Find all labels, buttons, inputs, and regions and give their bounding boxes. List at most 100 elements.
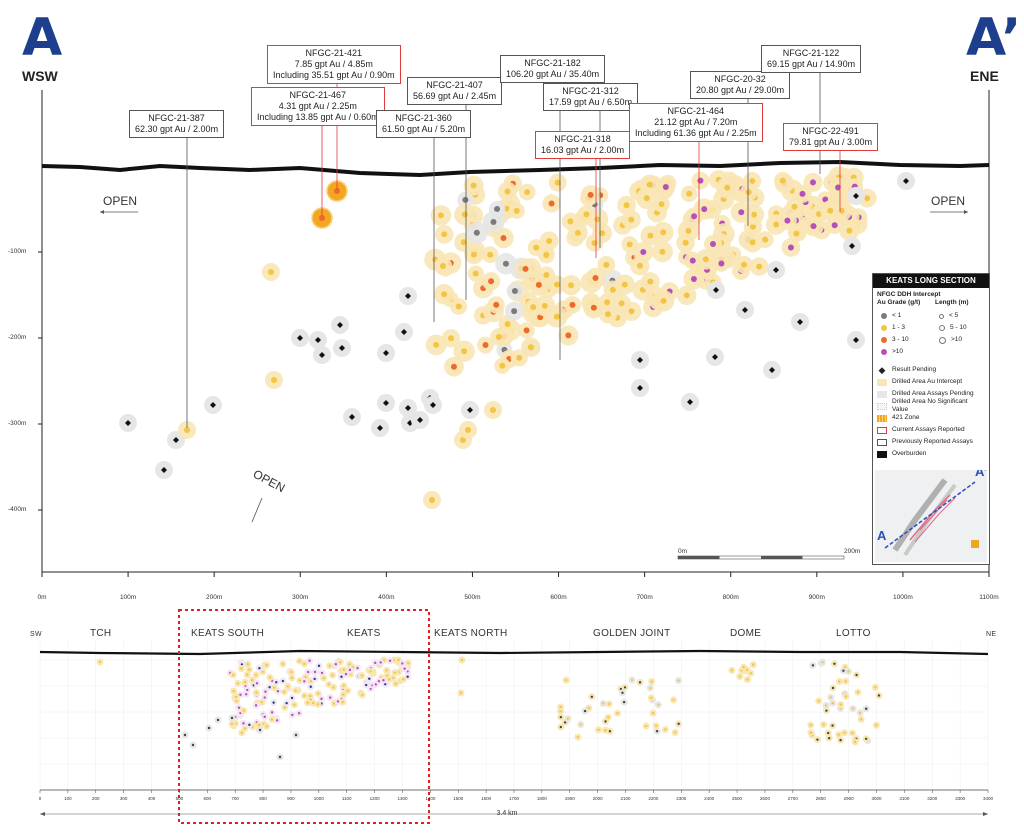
- overview-dot: [673, 731, 677, 734]
- overview-dot: [874, 686, 877, 689]
- overview-dot: [342, 668, 346, 671]
- y-tick-label: -300m: [8, 420, 27, 427]
- overview-dot: [240, 667, 243, 670]
- callout-result-line: 16.03 gpt Au / 2.00m: [541, 145, 625, 155]
- intercept-dot: [184, 427, 190, 433]
- scale-bar-segment: [678, 556, 720, 559]
- intercept-dot: [268, 269, 274, 275]
- intercept-dot: [626, 241, 633, 248]
- legend-panel: KEATS LONG SECTION NFGC DDH Intercept Au…: [872, 273, 990, 565]
- overview-dot: [274, 681, 278, 684]
- zone-label-keats-south: KEATS SOUTH: [191, 628, 265, 639]
- overview-dot: [877, 694, 881, 697]
- intercept-dot: [660, 229, 667, 236]
- overview-dot: [677, 722, 680, 726]
- overview-dot: [402, 678, 405, 681]
- overview-dot: [677, 679, 680, 682]
- legend-length-label: 5 - 10: [950, 324, 967, 331]
- overview-tick-label: 700: [231, 796, 239, 801]
- callout-result-line: Including 35.51 gpt Au / 0.90m: [273, 70, 395, 80]
- overview-dot: [851, 707, 855, 710]
- intercept-dot: [745, 189, 752, 196]
- intercept-dot: [762, 236, 769, 243]
- intercept-dot: [738, 209, 745, 216]
- overview-tick-label: 1700: [508, 796, 520, 801]
- overview-tick-label: 2500: [732, 796, 743, 801]
- overview-dot: [303, 694, 306, 698]
- result-pending-icon: [797, 319, 803, 325]
- overview-tick-label: 2100: [620, 796, 631, 801]
- overview-dot: [749, 671, 752, 675]
- overview-dot: [831, 701, 834, 705]
- overview-dot: [332, 686, 335, 689]
- overview-dot: [327, 683, 330, 686]
- result-pending-icon: [383, 350, 389, 356]
- callout-result-line: 106.20 gpt Au / 35.40m: [506, 69, 600, 79]
- overview-tick-label: 1000: [313, 796, 324, 801]
- overview-dot: [332, 702, 336, 705]
- overview-dot: [270, 718, 274, 721]
- legend-title: KEATS LONG SECTION: [873, 274, 989, 288]
- legend-grade-label: < 1: [892, 312, 902, 319]
- overview-dot: [809, 723, 812, 727]
- intercept-dot: [554, 179, 561, 186]
- intercept-dot: [701, 206, 708, 213]
- legend-item-label: Result Pending: [892, 366, 937, 373]
- intercept-dot: [702, 256, 709, 263]
- result-pending-icon: [637, 357, 643, 363]
- callout-hole-id: NFGC-21-467: [289, 90, 347, 100]
- intercept-dot: [455, 303, 462, 310]
- overview-dot: [294, 733, 298, 737]
- overview-dot: [856, 690, 860, 694]
- intercept-dot: [504, 321, 511, 328]
- overview-dot: [309, 685, 312, 688]
- overview-dot: [742, 666, 745, 669]
- overview-dot: [272, 701, 275, 704]
- overview-dot: [98, 660, 102, 664]
- callout-nfgc-21-467: NFGC-21-467 4.31 gpt Au / 2.25m Including …: [251, 87, 385, 126]
- overview-dot: [236, 682, 240, 685]
- intercept-dot: [749, 223, 756, 230]
- result-pending-icon: [417, 417, 423, 423]
- overview-dot: [657, 703, 660, 706]
- overview-dot: [356, 666, 359, 670]
- intercept-dot: [460, 239, 467, 246]
- overview-tick-label: 1900: [564, 796, 575, 801]
- intercept-dot: [623, 202, 630, 209]
- overview-dot: [837, 733, 840, 736]
- overview-dot: [348, 668, 352, 672]
- overview-dot: [244, 693, 248, 696]
- intercept-dot: [827, 207, 834, 214]
- intercept-dot: [599, 230, 606, 237]
- result-pending-icon: [903, 178, 909, 184]
- intercept-dot: [271, 377, 277, 383]
- overview-dot: [374, 661, 377, 665]
- overview-dot: [401, 662, 404, 665]
- legend-grade-label: 3 - 10: [892, 336, 909, 343]
- overview-dot: [320, 697, 323, 701]
- zone-label-keats: KEATS: [347, 628, 381, 639]
- overview-dot: [559, 725, 563, 729]
- overview-dot: [822, 723, 825, 726]
- overview-dot: [655, 729, 659, 733]
- callout-hole-id: NFGC-21-464: [667, 106, 725, 116]
- overview-dot: [260, 701, 263, 704]
- intercept-dot: [470, 182, 477, 189]
- overview-dot: [393, 671, 397, 674]
- overview-dot: [406, 661, 410, 665]
- overview-dot: [308, 659, 311, 662]
- overview-dot: [248, 723, 251, 727]
- overview-dot: [817, 699, 820, 703]
- callout-result-line: Including 13.85 gpt Au / 0.60m: [257, 112, 379, 122]
- intercept-dot: [319, 215, 325, 221]
- length-ring-large-icon: [939, 336, 946, 344]
- overview-dot: [346, 689, 349, 692]
- overview-dot: [344, 672, 348, 676]
- overview-tick-label: 2400: [704, 796, 715, 801]
- intercept-dot: [810, 223, 817, 230]
- callout-nfgc-21-318: NFGC-21-318 16.03 gpt Au / 2.00m: [535, 131, 631, 159]
- legend-subtitle: NFGC DDH Intercept: [877, 291, 941, 298]
- length-ring-small-icon: [939, 313, 944, 319]
- intercept-dot: [574, 229, 581, 236]
